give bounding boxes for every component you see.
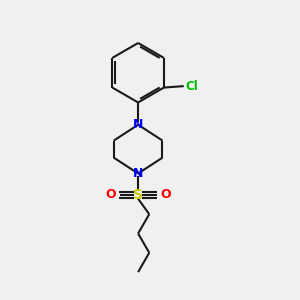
Text: O: O	[105, 188, 116, 201]
Text: S: S	[133, 188, 143, 202]
Text: N: N	[133, 118, 143, 131]
Text: O: O	[160, 188, 171, 201]
Text: Cl: Cl	[185, 80, 198, 93]
Text: N: N	[133, 167, 143, 180]
